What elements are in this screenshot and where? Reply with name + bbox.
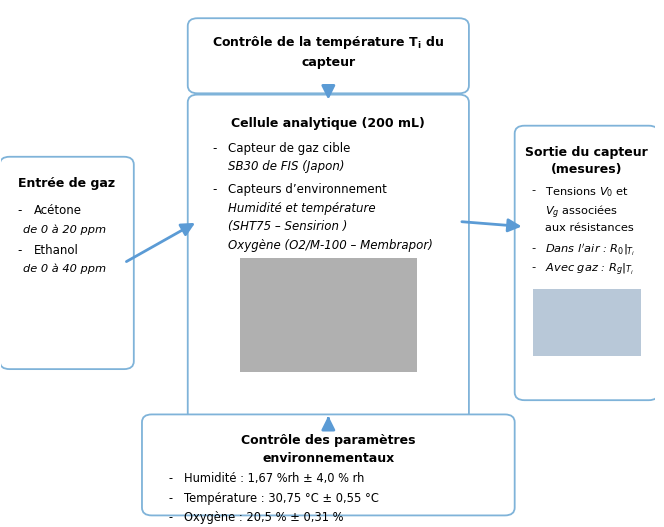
Text: Humidité et température: Humidité et température (228, 201, 376, 214)
Text: de 0 à 40 ppm: de 0 à 40 ppm (23, 264, 106, 274)
Text: -: - (531, 243, 535, 253)
Text: Tensions $V_0$ et: Tensions $V_0$ et (545, 186, 629, 199)
FancyBboxPatch shape (0, 157, 134, 369)
Text: SB30 de FIS (Japon): SB30 de FIS (Japon) (228, 160, 345, 173)
Text: -: - (17, 204, 22, 218)
Text: -: - (168, 472, 172, 485)
FancyBboxPatch shape (188, 18, 469, 93)
Text: -: - (168, 511, 172, 524)
Text: aux résistances: aux résistances (545, 222, 634, 232)
FancyBboxPatch shape (515, 125, 659, 400)
Text: -: - (17, 244, 22, 257)
Text: Humidité : 1,67 %rh ± 4,0 % rh: Humidité : 1,67 %rh ± 4,0 % rh (185, 472, 365, 485)
Text: Oxygène (O2/M-100 – Membrapor): Oxygène (O2/M-100 – Membrapor) (228, 239, 433, 251)
Text: Température : 30,75 °C ± 0,55 °C: Température : 30,75 °C ± 0,55 °C (185, 492, 379, 504)
Text: Cellule analytique (200 mL): Cellule analytique (200 mL) (231, 117, 425, 130)
Text: $Dans$ $l'air$ : $R_0|_{T_i}$: $Dans$ $l'air$ : $R_0|_{T_i}$ (545, 243, 636, 259)
Text: de 0 à 20 ppm: de 0 à 20 ppm (23, 224, 106, 235)
Text: Contrôle des paramètres
environnementaux: Contrôle des paramètres environnementaux (241, 434, 416, 465)
Text: Capteur de gaz cible: Capteur de gaz cible (228, 142, 351, 155)
Text: Entrée de gaz: Entrée de gaz (18, 178, 116, 190)
Text: -: - (212, 183, 216, 196)
Text: Oxygène : 20,5 % ± 0,31 %: Oxygène : 20,5 % ± 0,31 % (185, 511, 344, 524)
Text: (SHT75 – Sensirion ): (SHT75 – Sensirion ) (228, 220, 348, 233)
Text: -: - (531, 186, 535, 195)
Text: $V_g$ associées: $V_g$ associées (545, 204, 619, 221)
Text: Acétone: Acétone (34, 204, 82, 218)
Text: Sortie du capteur
(mesures): Sortie du capteur (mesures) (525, 147, 648, 177)
Text: -: - (168, 492, 172, 504)
Text: -: - (531, 262, 535, 272)
FancyBboxPatch shape (142, 414, 515, 515)
Text: Ethanol: Ethanol (34, 244, 78, 257)
FancyBboxPatch shape (188, 95, 469, 421)
Text: Capteurs d’environnement: Capteurs d’environnement (228, 183, 387, 196)
FancyBboxPatch shape (533, 289, 641, 356)
Text: $Avec$ $gaz$ : $R_g|_{T_i}$: $Avec$ $gaz$ : $R_g|_{T_i}$ (545, 262, 634, 278)
Text: -: - (212, 142, 216, 155)
FancyBboxPatch shape (240, 258, 416, 372)
Text: Contrôle de la température $\mathbf{T_i}$ du
capteur: Contrôle de la température $\mathbf{T_i}… (212, 34, 444, 69)
